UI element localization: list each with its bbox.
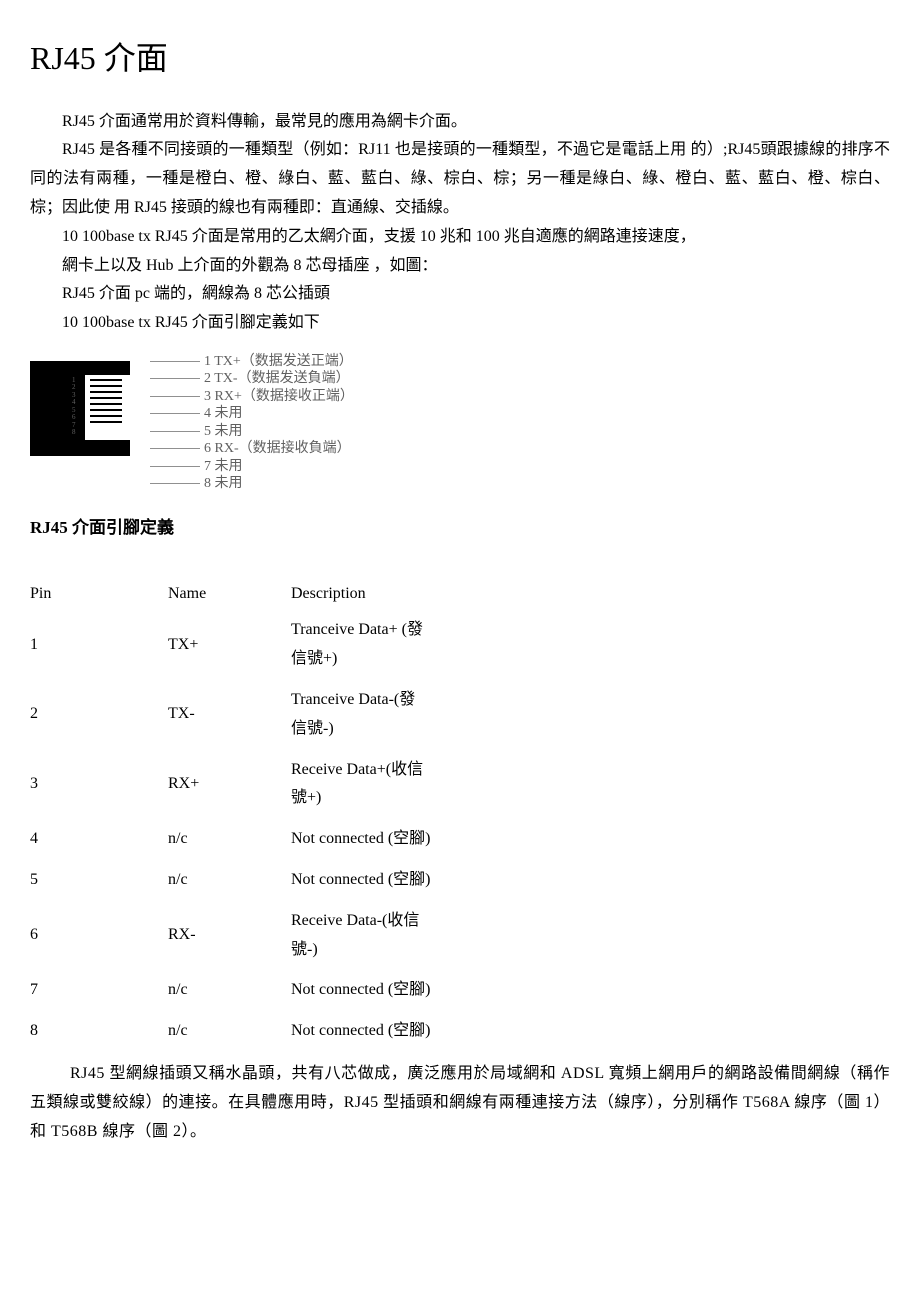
cell-pin: 4 [30, 819, 168, 860]
cell-name: n/c [168, 860, 291, 901]
cell-pin: 6 [30, 901, 168, 971]
rj45-jack-icon: 12345678 [30, 353, 140, 463]
cell-desc: Receive Data+(收信號+) [291, 750, 439, 820]
cell-pin: 7 [30, 970, 168, 1011]
table-row: 4n/cNot connected (空腳) [30, 819, 439, 860]
table-row: 5n/cNot connected (空腳) [30, 860, 439, 901]
cell-pin: 1 [30, 610, 168, 680]
pin-diagram-row: 3 RX+（数据接收正端） [150, 388, 354, 406]
pin-diagram-row: 6 RX-（数据接收負端） [150, 440, 354, 458]
table-row: 6RX-Receive Data-(收信號-) [30, 901, 439, 971]
footer-paragraph: RJ45 型網線插頭又稱水晶頭，共有八芯做成，廣泛應用於局域網和 ADSL 寬頻… [30, 1060, 890, 1146]
intro-paragraph-2: RJ45 是各種不同接頭的一種類型（例如：RJ11 也是接頭的一種類型，不過它是… [30, 136, 890, 222]
cell-pin: 5 [30, 860, 168, 901]
cell-pin: 8 [30, 1011, 168, 1052]
cell-name: n/c [168, 819, 291, 860]
table-row: 1TX+Tranceive Data+ (發信號+) [30, 610, 439, 680]
pin-diagram-row: 8 未用 [150, 475, 354, 493]
cell-desc: Receive Data-(收信號-) [291, 901, 439, 971]
intro-paragraph-5: RJ45 介面 pc 端的，網線為 8 芯公插頭 [30, 280, 890, 309]
page-title: RJ45 介面 [30, 30, 890, 88]
pin-diagram-row: 5 未用 [150, 423, 354, 441]
cell-desc: Tranceive Data-(發信號-) [291, 680, 439, 750]
pin-label-list: 1 TX+（数据发送正端）2 TX-（数据发送負端）3 RX+（数据接收正端）4… [150, 353, 354, 493]
pin-diagram: 12345678 1 TX+（数据发送正端）2 TX-（数据发送負端）3 RX+… [30, 353, 890, 493]
table-row: 3RX+Receive Data+(收信號+) [30, 750, 439, 820]
pin-diagram-row: 1 TX+（数据发送正端） [150, 353, 354, 371]
header-desc: Description [291, 574, 439, 611]
cell-pin: 2 [30, 680, 168, 750]
pin-diagram-row: 7 未用 [150, 458, 354, 476]
cell-desc: Not connected (空腳) [291, 1011, 439, 1052]
section-heading: RJ45 介面引腳定義 [30, 513, 890, 544]
intro-paragraph-3: 10 100base tx RJ45 介面是常用的乙太網介面，支援 10 兆和 … [30, 223, 890, 252]
intro-paragraph-4: 網卡上以及 Hub 上介面的外觀為 8 芯母插座 ，如圖： [30, 252, 890, 281]
cell-desc: Tranceive Data+ (發信號+) [291, 610, 439, 680]
cell-name: RX+ [168, 750, 291, 820]
cell-name: RX- [168, 901, 291, 971]
cell-name: n/c [168, 1011, 291, 1052]
cell-pin: 3 [30, 750, 168, 820]
header-name: Name [168, 574, 291, 611]
table-row: 8n/cNot connected (空腳) [30, 1011, 439, 1052]
pin-diagram-row: 4 未用 [150, 405, 354, 423]
table-row: 7n/cNot connected (空腳) [30, 970, 439, 1011]
intro-paragraph-1: RJ45 介面通常用於資料傳輸，最常見的應用為網卡介面。 [30, 108, 890, 137]
table-header-row: Pin Name Description [30, 574, 439, 611]
cell-name: TX- [168, 680, 291, 750]
intro-paragraph-6: 10 100base tx RJ45 介面引腳定義如下 [30, 309, 890, 338]
table-row: 2TX-Tranceive Data-(發信號-) [30, 680, 439, 750]
cell-desc: Not connected (空腳) [291, 860, 439, 901]
pin-diagram-row: 2 TX-（数据发送負端） [150, 370, 354, 388]
header-pin: Pin [30, 574, 168, 611]
pin-definition-table: Pin Name Description 1TX+Tranceive Data+… [30, 574, 439, 1052]
cell-desc: Not connected (空腳) [291, 819, 439, 860]
cell-name: TX+ [168, 610, 291, 680]
cell-name: n/c [168, 970, 291, 1011]
cell-desc: Not connected (空腳) [291, 970, 439, 1011]
